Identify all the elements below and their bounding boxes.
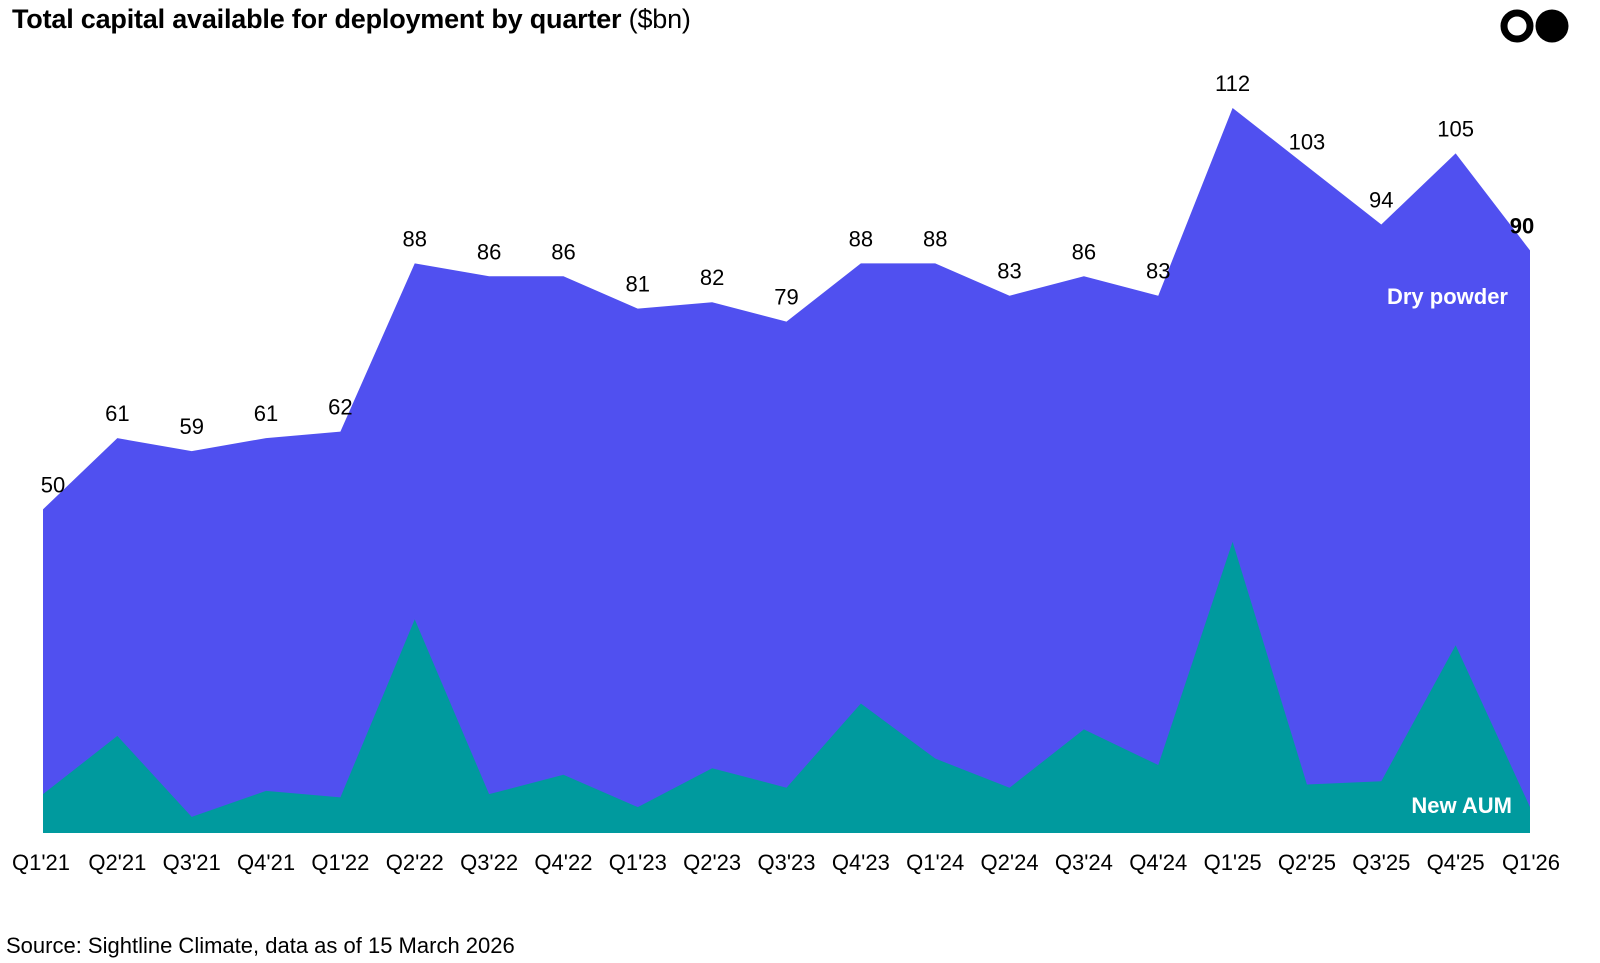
x-tick-label: Q2'24	[981, 850, 1039, 875]
x-tick-label: Q4'21	[237, 850, 295, 875]
x-tick-label: Q4'25	[1427, 850, 1485, 875]
new-aum-area	[43, 541, 1530, 833]
dry-powder-series-label: Dry powder	[1387, 284, 1508, 309]
new-aum-series-label: New AUM	[1411, 793, 1512, 818]
chart-title: Total capital available for deployment b…	[12, 4, 691, 35]
total-value-label: 83	[997, 259, 1021, 284]
total-value-label: 82	[700, 265, 724, 290]
total-value-label: 62	[328, 395, 352, 420]
x-tick-label: Q2'22	[386, 850, 444, 875]
x-tick-label: Q3'21	[163, 850, 221, 875]
source-note: Source: Sightline Climate, data as of 15…	[6, 933, 515, 958]
total-value-label: 61	[105, 401, 129, 426]
logo-dot-icon	[1535, 9, 1569, 43]
total-value-label: 61	[254, 401, 278, 426]
total-value-label: 79	[774, 285, 798, 310]
total-value-label: 88	[403, 226, 427, 251]
total-value-label: 59	[179, 414, 203, 439]
x-tick-label: Q1'26	[1502, 850, 1560, 875]
x-tick-label: Q1'21	[12, 850, 70, 875]
total-value-label: 88	[923, 226, 947, 251]
x-tick-label: Q4'23	[832, 850, 890, 875]
total-value-label: 50	[41, 472, 65, 497]
x-tick-label: Q1'24	[906, 850, 964, 875]
total-value-label: 88	[849, 226, 873, 251]
area-chart: 50 61 59 61 62 88 86 86 81 82 79 88 88 83 86 83 112 103 94…	[12, 71, 1560, 875]
x-tick-label: Q3'25	[1352, 850, 1410, 875]
chart-title-unit: ($bn)	[628, 4, 691, 34]
dry-powder-area	[43, 108, 1530, 833]
x-tick-label: Q1'25	[1204, 850, 1262, 875]
total-value-label: 94	[1369, 188, 1393, 213]
x-tick-label: Q4'24	[1129, 850, 1187, 875]
total-value-label: 86	[1072, 239, 1096, 264]
total-value-label: 83	[1146, 259, 1170, 284]
x-tick-label: Q2'21	[88, 850, 146, 875]
x-tick-label: Q1'22	[311, 850, 369, 875]
brand-logo	[1500, 9, 1569, 43]
total-value-label: 86	[551, 239, 575, 264]
x-tick-label: Q2'25	[1278, 850, 1336, 875]
x-tick-label: Q2'23	[683, 850, 741, 875]
logo-ring-icon	[1500, 9, 1534, 43]
total-value-label: 112	[1215, 71, 1250, 96]
x-tick-label: Q3'22	[460, 850, 518, 875]
total-value-label: 103	[1289, 129, 1326, 154]
x-tick-label: Q3'23	[757, 850, 815, 875]
total-value-label: 86	[477, 239, 501, 264]
total-value-label: 105	[1437, 116, 1474, 141]
x-tick-label: Q3'24	[1055, 850, 1113, 875]
x-tick-label: Q1'23	[609, 850, 667, 875]
total-value-label: 81	[626, 272, 650, 297]
chart-title-text: Total capital available for deployment b…	[12, 4, 622, 34]
x-tick-label: Q4'22	[534, 850, 592, 875]
total-value-label: 90	[1510, 213, 1534, 238]
